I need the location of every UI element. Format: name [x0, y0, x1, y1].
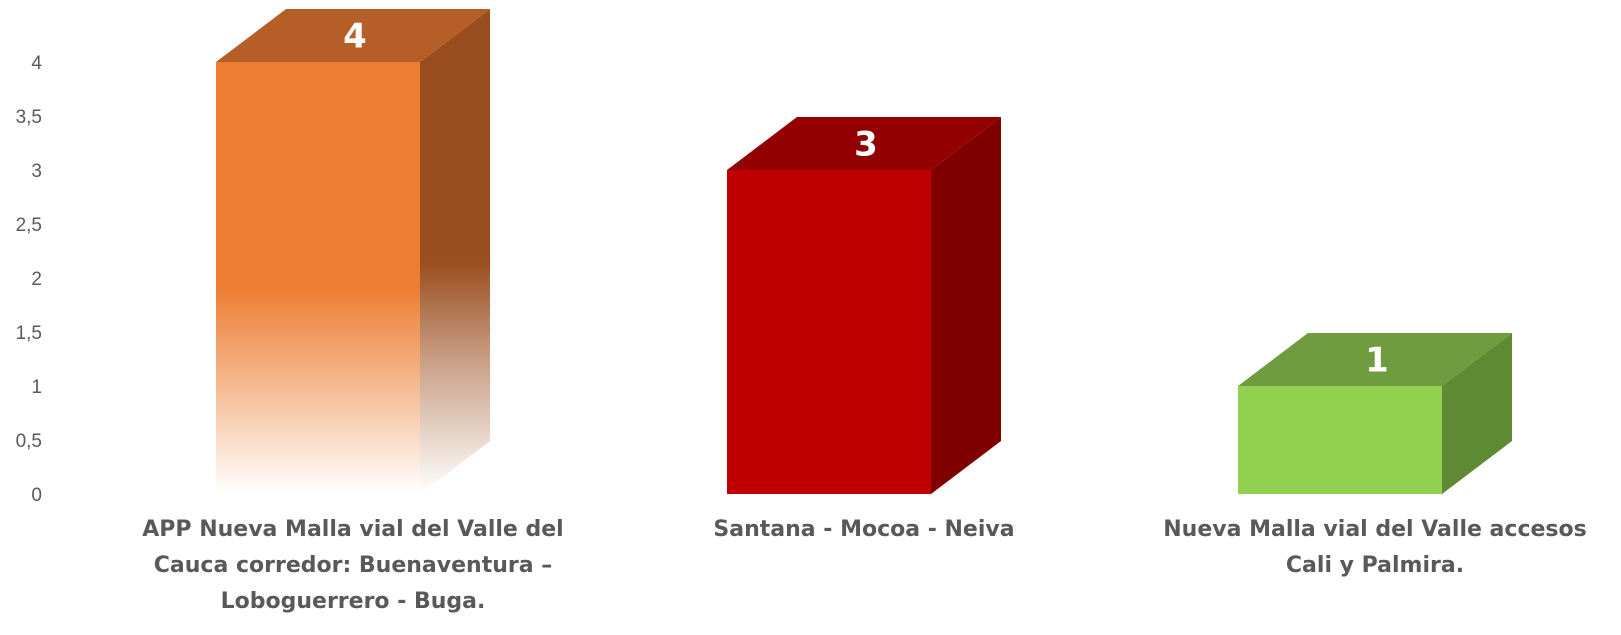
bar-front-face: [1238, 386, 1442, 494]
bar-front-face: [727, 170, 931, 494]
bar-1: [216, 9, 490, 494]
bar-front-face: [216, 62, 420, 494]
bar-3: [1238, 333, 1512, 494]
bar-top-face: [1238, 333, 1512, 386]
bar-side-face: [1442, 333, 1512, 494]
y-tick-label: 0,5: [16, 431, 42, 452]
data-labels-group: 4 3 1: [343, 17, 1389, 381]
bars-group: [216, 9, 1512, 494]
data-label: 3: [854, 125, 878, 165]
y-tick-label: 1,5: [16, 323, 42, 344]
bar-top-face: [727, 117, 1001, 170]
y-tick-label: 0: [31, 485, 42, 506]
x-category-label: APP Nueva Malla vial del Valle del Cauca…: [142, 517, 564, 614]
bar-top-face: [216, 9, 490, 62]
y-axis: 0 0,5 1 1,5 2 2,5 3 3,5 4: [16, 53, 43, 506]
x-category-label: Santana - Mocoa - Neiva: [713, 517, 1015, 542]
bar-2: [727, 117, 1001, 494]
data-label: 1: [1365, 341, 1389, 381]
y-tick-label: 4: [31, 53, 42, 74]
x-category-label: Nueva Malla vial del Valle accesos Cali …: [1163, 517, 1587, 578]
y-tick-label: 2,5: [16, 215, 42, 236]
bar-side-face: [420, 9, 490, 494]
bar-side-face: [931, 117, 1001, 494]
y-tick-label: 3: [31, 161, 42, 182]
y-tick-label: 3,5: [16, 107, 42, 128]
y-tick-label: 1: [31, 377, 42, 398]
y-tick-label: 2: [31, 269, 42, 290]
data-label: 4: [343, 17, 367, 57]
